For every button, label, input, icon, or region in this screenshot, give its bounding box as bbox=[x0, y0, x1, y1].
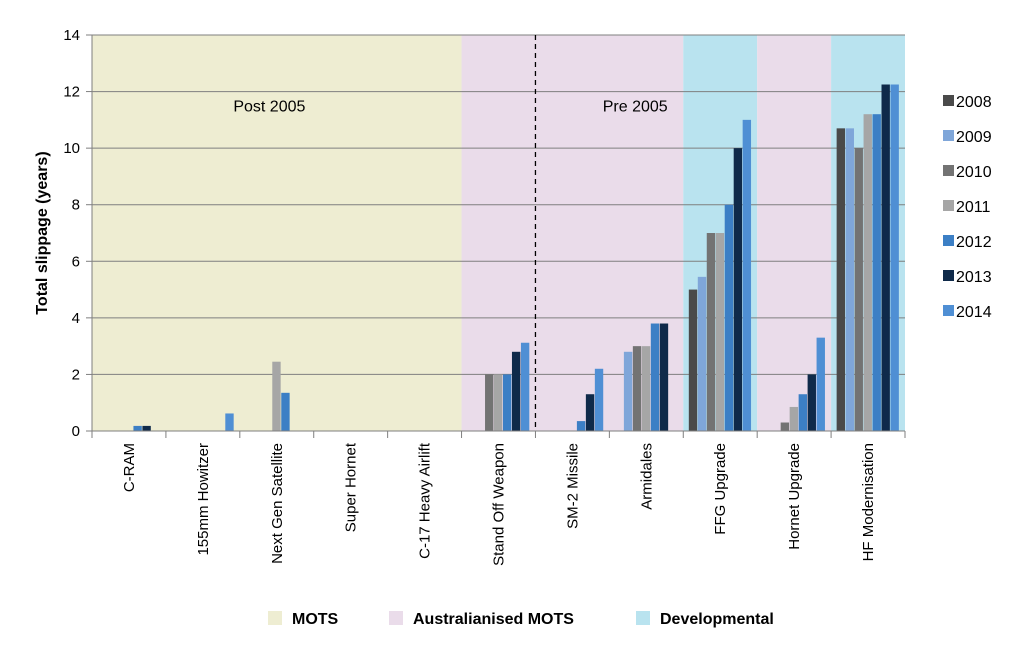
bar-hf-modernisation-2010 bbox=[854, 148, 863, 431]
annotation-pre-2005: Pre 2005 bbox=[603, 99, 668, 116]
y-tick-labels: 0 2 4 6 8 10 12 14 bbox=[63, 27, 80, 440]
bar-armidales-2012 bbox=[650, 323, 660, 431]
bar-hornet-upgrade-2010 bbox=[780, 422, 790, 431]
bar-hf-modernisation-2008 bbox=[836, 128, 846, 432]
y-tick-label-2: 2 bbox=[72, 366, 80, 383]
bar-ffg-upgrade-2012 bbox=[724, 204, 734, 431]
bar-ffg-upgrade-2009 bbox=[697, 276, 707, 431]
bar-hf-modernisation-2013 bbox=[881, 84, 890, 431]
region-legend-swatch-developmental bbox=[636, 611, 650, 625]
bar-ffg-upgrade-2013 bbox=[733, 148, 743, 431]
legend-swatch-2014 bbox=[943, 305, 954, 316]
legend-label-2012: 2012 bbox=[956, 234, 992, 251]
x-label-hf-modernisation: HF Modernisation bbox=[860, 443, 877, 561]
y-tick-label-4: 4 bbox=[72, 310, 80, 327]
bar-sm-2-missile-2012 bbox=[576, 421, 586, 431]
bar-155mm-howitzer-2014 bbox=[225, 413, 234, 431]
bar-hf-modernisation-2011 bbox=[863, 114, 872, 431]
x-label-hornet-upgrade: Hornet Upgrade bbox=[786, 443, 803, 550]
y-tick-label-8: 8 bbox=[72, 197, 80, 214]
bar-ffg-upgrade-2008 bbox=[688, 289, 698, 431]
legend-swatch-2011 bbox=[943, 200, 954, 211]
annotation-post-2005: Post 2005 bbox=[233, 99, 305, 116]
y-tick-label-12: 12 bbox=[63, 84, 80, 101]
x-label-sm-2-missile: SM-2 Missile bbox=[564, 443, 581, 529]
y-tick-label-6: 6 bbox=[72, 253, 80, 270]
x-label-stand-off-weapon: Stand Off Weapon bbox=[491, 443, 508, 566]
region-legend: MOTS Australianised MOTS Developmental bbox=[268, 611, 774, 628]
region-legend-swatch-mots bbox=[268, 611, 282, 625]
bar-ffg-upgrade-2014 bbox=[742, 119, 752, 431]
x-label-armidales: Armidales bbox=[638, 443, 655, 510]
x-label-c-ram: C-RAM bbox=[121, 443, 138, 492]
bar-ffg-upgrade-2010 bbox=[706, 233, 716, 431]
bar-hornet-upgrade-2011 bbox=[789, 406, 799, 431]
y-axis-title: Total slippage (years) bbox=[34, 151, 51, 314]
bar-hf-modernisation-2009 bbox=[845, 128, 854, 432]
x-label-155mm-howitzer: 155mm Howitzer bbox=[195, 443, 212, 556]
y-tick-label-14: 14 bbox=[63, 27, 80, 44]
x-category-labels: C-RAM 155mm Howitzer Next Gen Satellite Sup… bbox=[121, 442, 877, 566]
legend-swatch-2012 bbox=[943, 235, 954, 246]
bar-next-gen-satellite-2012 bbox=[281, 392, 290, 431]
bar-armidales-2010 bbox=[632, 346, 642, 431]
bar-sm-2-missile-2013 bbox=[585, 394, 595, 431]
region-legend-swatch-australianised-mots bbox=[389, 611, 403, 625]
y-tick-label-0: 0 bbox=[72, 423, 80, 440]
legend-label-2009: 2009 bbox=[956, 129, 992, 146]
bar-stand-off-weapon-2011 bbox=[494, 374, 503, 431]
bar-ffg-upgrade-2011 bbox=[715, 233, 725, 431]
bar-stand-off-weapon-2012 bbox=[502, 374, 512, 431]
x-label-next-gen-satellite: Next Gen Satellite bbox=[269, 443, 286, 564]
bar-stand-off-weapon-2014 bbox=[520, 342, 530, 431]
legend-swatch-2013 bbox=[943, 270, 954, 281]
bar-c-ram-2012 bbox=[133, 425, 142, 431]
bar-stand-off-weapon-2013 bbox=[511, 351, 521, 431]
region-annotations: Post 2005 Pre 2005 bbox=[233, 99, 667, 116]
x-label-c-17-heavy-airlift: C-17 Heavy Airlift bbox=[417, 442, 434, 559]
bars bbox=[133, 84, 899, 432]
legend-swatch-2008 bbox=[943, 95, 954, 106]
legend-label-2011: 2011 bbox=[956, 199, 991, 216]
bar-hornet-upgrade-2013 bbox=[807, 374, 816, 431]
region-legend-label-developmental: Developmental bbox=[660, 611, 774, 628]
series-legend: 2008 2009 2010 2011 2012 2013 2014 bbox=[943, 94, 992, 321]
x-label-super-hornet: Super Hornet bbox=[343, 442, 360, 532]
bar-armidales-2011 bbox=[641, 346, 651, 431]
region-legend-label-australianised-mots: Australianised MOTS bbox=[413, 611, 574, 628]
bar-next-gen-satellite-2011 bbox=[272, 361, 281, 431]
bar-stand-off-weapon-2010 bbox=[485, 374, 494, 431]
legend-label-2013: 2013 bbox=[956, 269, 992, 286]
bar-armidales-2013 bbox=[659, 323, 669, 431]
x-label-ffg-upgrade: FFG Upgrade bbox=[712, 443, 729, 535]
legend-label-2014: 2014 bbox=[956, 304, 992, 321]
bar-hf-modernisation-2014 bbox=[890, 84, 899, 431]
bar-hornet-upgrade-2014 bbox=[816, 337, 825, 431]
bar-hornet-upgrade-2012 bbox=[798, 394, 807, 431]
category-regions bbox=[92, 35, 905, 431]
bar-armidales-2009 bbox=[623, 351, 633, 431]
y-tick-label-10: 10 bbox=[63, 140, 80, 157]
region-legend-label-mots: MOTS bbox=[292, 611, 339, 628]
bar-c-ram-2013 bbox=[142, 425, 151, 431]
legend-label-2008: 2008 bbox=[956, 94, 992, 111]
legend-swatch-2009 bbox=[943, 130, 954, 141]
legend-label-2010: 2010 bbox=[956, 164, 992, 181]
bar-sm-2-missile-2014 bbox=[594, 368, 604, 431]
bar-hf-modernisation-2012 bbox=[872, 114, 881, 431]
legend-swatch-2010 bbox=[943, 165, 954, 176]
axes bbox=[86, 34, 906, 438]
